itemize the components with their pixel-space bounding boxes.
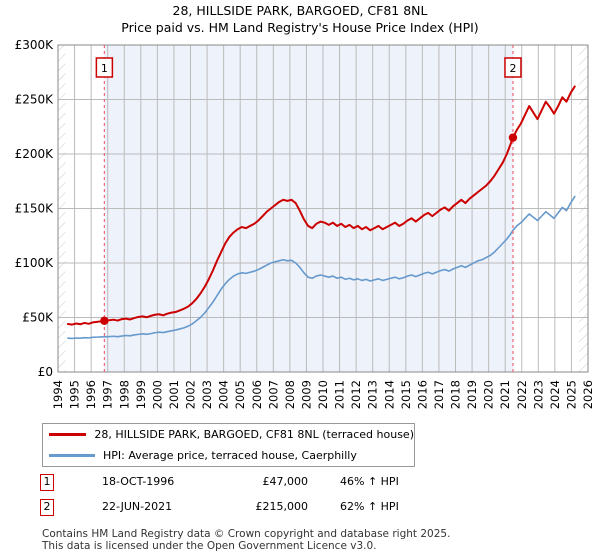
svg-text:£0: £0 — [38, 365, 53, 379]
svg-text:2018: 2018 — [449, 380, 463, 409]
svg-text:2000: 2000 — [150, 380, 164, 409]
transaction-badge-2: 2 — [40, 499, 54, 516]
sale-marker-badge — [504, 57, 522, 78]
footer-line-2: This data is licensed under the Open Gov… — [42, 540, 377, 552]
svg-text:£200K: £200K — [15, 147, 55, 161]
title-block: 28, HILLSIDE PARK, BARGOED, CF81 8NL Pri… — [0, 2, 600, 36]
svg-text:£150K: £150K — [15, 202, 55, 216]
svg-text:2008: 2008 — [283, 380, 297, 409]
svg-text:2026: 2026 — [581, 380, 595, 409]
svg-text:2006: 2006 — [250, 380, 264, 409]
legend-item-hpi: HPI: Average price, terraced house, Caer… — [43, 445, 414, 466]
legend-swatch-price — [49, 433, 87, 436]
svg-text:2017: 2017 — [432, 380, 446, 409]
sale-marker-badge — [95, 57, 114, 78]
legend-item-price: 28, HILLSIDE PARK, BARGOED, CF81 8NL (te… — [43, 424, 414, 445]
svg-text:2014: 2014 — [382, 380, 396, 409]
price-history-chart: 1994 1995 1996 1997 1998 1999 2000 2001 2002 2003… — [15, 38, 595, 409]
svg-text:2012: 2012 — [349, 380, 363, 409]
page-subtitle: Price paid vs. HM Land Registry's House … — [121, 20, 479, 35]
svg-text:2024: 2024 — [548, 380, 562, 409]
footer-line-1: Contains HM Land Registry data © Crown c… — [42, 528, 451, 540]
svg-text:1997: 1997 — [101, 380, 115, 409]
svg-text:2001: 2001 — [167, 380, 181, 409]
svg-text:2023: 2023 — [531, 380, 545, 409]
transaction-hpi-2: 62% ↑ HPI — [340, 500, 399, 513]
footer-attribution: Contains HM Land Registry data © Crown c… — [42, 528, 582, 552]
svg-text:£100K: £100K — [15, 256, 55, 270]
svg-text:2004: 2004 — [217, 380, 231, 409]
svg-text:2019: 2019 — [465, 380, 479, 409]
svg-text:2022: 2022 — [515, 380, 529, 409]
svg-text:2002: 2002 — [184, 380, 198, 409]
svg-text:2005: 2005 — [233, 380, 247, 409]
svg-text:£50K: £50K — [22, 311, 54, 325]
page-title: 28, HILLSIDE PARK, BARGOED, CF81 8NL — [172, 3, 428, 18]
legend-label-hpi: HPI: Average price, terraced house, Caer… — [103, 449, 357, 462]
transaction-price-1: £47,000 — [262, 475, 309, 488]
transaction-badge-1: 1 — [40, 474, 54, 491]
svg-text:2: 2 — [509, 62, 516, 75]
svg-text:2009: 2009 — [299, 380, 313, 409]
svg-text:£250K: £250K — [15, 93, 55, 107]
svg-text:1995: 1995 — [68, 380, 82, 409]
svg-text:1996: 1996 — [84, 380, 98, 409]
transaction-hpi-1: 46% ↑ HPI — [340, 475, 399, 488]
svg-text:2021: 2021 — [498, 380, 512, 409]
svg-text:2011: 2011 — [333, 380, 347, 409]
table-row: 2 22-JUN-2021 £215,000 62% ↑ HPI — [40, 498, 460, 523]
sale-marker-dot — [508, 133, 518, 142]
svg-text:2025: 2025 — [564, 380, 578, 409]
svg-text:£300K: £300K — [15, 38, 55, 52]
svg-text:2015: 2015 — [399, 380, 413, 409]
transaction-date-2: 22-JUN-2021 — [102, 500, 173, 513]
svg-text:2007: 2007 — [266, 380, 280, 409]
svg-text:1999: 1999 — [134, 380, 148, 409]
svg-text:1998: 1998 — [117, 380, 131, 409]
sale-marker-dot — [100, 316, 109, 325]
svg-text:1994: 1994 — [51, 380, 65, 409]
price-paid-line — [66, 85, 576, 326]
svg-text:2003: 2003 — [200, 380, 214, 409]
hpi-average-line — [67, 195, 576, 340]
transactions-table: 1 18-OCT-1996 £47,000 46% ↑ HPI 2 22-JUN… — [40, 473, 460, 523]
svg-text:2016: 2016 — [415, 380, 429, 409]
svg-text:2020: 2020 — [482, 380, 496, 409]
svg-text:2013: 2013 — [366, 380, 380, 409]
legend-label-price: 28, HILLSIDE PARK, BARGOED, CF81 8NL (te… — [94, 428, 414, 441]
svg-text:1: 1 — [101, 62, 108, 75]
legend-swatch-hpi — [49, 454, 95, 457]
svg-text:2010: 2010 — [316, 380, 330, 409]
table-row: 1 18-OCT-1996 £47,000 46% ↑ HPI — [40, 473, 460, 498]
chart-legend: 28, HILLSIDE PARK, BARGOED, CF81 8NL (te… — [42, 423, 415, 467]
transaction-price-2: £215,000 — [255, 500, 309, 513]
transaction-date-1: 18-OCT-1996 — [102, 475, 175, 488]
